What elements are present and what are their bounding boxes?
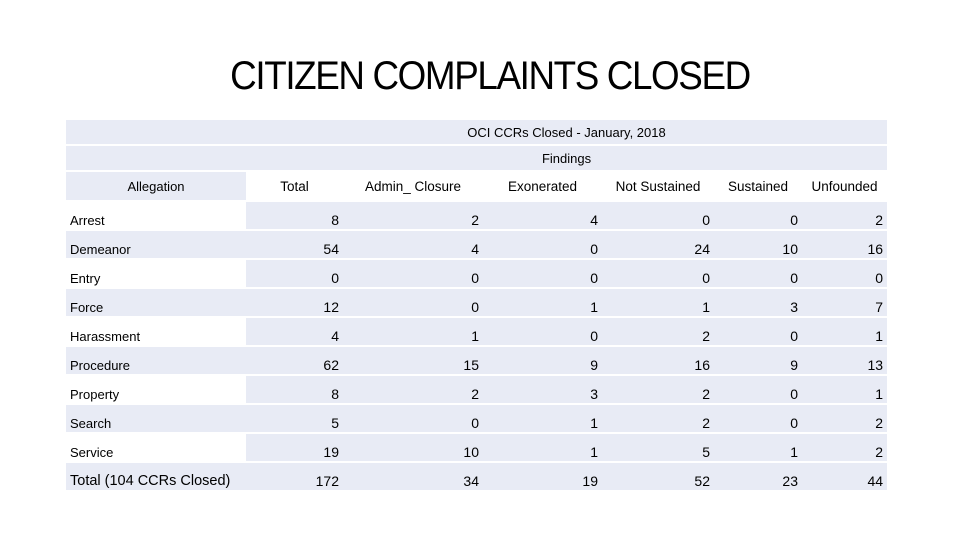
table-row: Harassment 4 1 0 2 0 1 — [66, 318, 888, 345]
table-cell: 15 — [343, 347, 483, 374]
table-caption: OCI CCRs Closed - January, 2018 — [246, 120, 888, 144]
table-cell: 8 — [246, 202, 343, 229]
table-cell: 2 — [602, 405, 714, 432]
table-row: Search 5 0 1 2 0 2 — [66, 405, 888, 432]
table-row: Arrest 8 2 4 0 0 2 — [66, 202, 888, 229]
table-row: Service 19 10 1 5 1 2 — [66, 434, 888, 461]
table-cell: 34 — [343, 463, 483, 490]
table-cell: 0 — [483, 231, 602, 258]
table-cell: 13 — [802, 347, 888, 374]
table-cell: 7 — [802, 289, 888, 316]
allegation-label: Demeanor — [66, 231, 246, 258]
table-cell: 10 — [714, 231, 802, 258]
table-cell: 0 — [343, 289, 483, 316]
column-header: Total — [246, 172, 343, 200]
table-cell: 0 — [343, 405, 483, 432]
table-cell: 2 — [343, 376, 483, 403]
table-cell: 2 — [602, 318, 714, 345]
table-cell: 1 — [602, 289, 714, 316]
table-cell: 9 — [483, 347, 602, 374]
table-cell: 0 — [714, 405, 802, 432]
table-cell: 16 — [802, 231, 888, 258]
table-cell: 0 — [714, 260, 802, 287]
table-cell: 5 — [602, 434, 714, 461]
table-cell: 19 — [483, 463, 602, 490]
table-cell: 4 — [343, 231, 483, 258]
table-cell: 5 — [246, 405, 343, 432]
table-row: Procedure 62 15 9 16 9 13 — [66, 347, 888, 374]
findings-header: Findings — [246, 146, 888, 170]
table-cell: 1 — [714, 434, 802, 461]
allegation-label: Arrest — [66, 202, 246, 229]
column-header: Exonerated — [483, 172, 602, 200]
allegation-label: Harassment — [66, 318, 246, 345]
table-cell: 1 — [483, 289, 602, 316]
table-cell: 12 — [246, 289, 343, 316]
allegation-label: Search — [66, 405, 246, 432]
table-cell: 4 — [246, 318, 343, 345]
table-cell: 0 — [714, 318, 802, 345]
table-cell: 2 — [802, 434, 888, 461]
table-cell: 16 — [602, 347, 714, 374]
table-cell: 0 — [714, 202, 802, 229]
table-cell: 2 — [802, 405, 888, 432]
table-cell: 23 — [714, 463, 802, 490]
table-row: Entry 0 0 0 0 0 0 — [66, 260, 888, 287]
column-header: Not Sustained — [602, 172, 714, 200]
table-cell: 1 — [483, 434, 602, 461]
table-cell: 52 — [602, 463, 714, 490]
table-cell: 0 — [483, 318, 602, 345]
allegation-label: Total (104 CCRs Closed) — [66, 463, 246, 490]
table-row: Demeanor 54 4 0 24 10 16 — [66, 231, 888, 258]
table-cell: 54 — [246, 231, 343, 258]
allegation-header: Allegation — [66, 172, 246, 200]
column-header: Sustained — [714, 172, 802, 200]
allegation-label: Service — [66, 434, 246, 461]
table-cell: 0 — [483, 260, 602, 287]
table-cell: 2 — [343, 202, 483, 229]
table-cell: 3 — [483, 376, 602, 403]
table-cell: 172 — [246, 463, 343, 490]
table-cell: 8 — [246, 376, 343, 403]
allegation-label: Property — [66, 376, 246, 403]
table-cell: 0 — [343, 260, 483, 287]
table-cell: 2 — [602, 376, 714, 403]
table-cell: 62 — [246, 347, 343, 374]
table-cell: 4 — [483, 202, 602, 229]
table-cell: 0 — [714, 376, 802, 403]
table-cell: 1 — [483, 405, 602, 432]
table-cell: 2 — [802, 202, 888, 229]
table-cell: 44 — [802, 463, 888, 490]
allegation-label: Entry — [66, 260, 246, 287]
table-cell: 19 — [246, 434, 343, 461]
table-cell: 1 — [802, 318, 888, 345]
table-cell: 0 — [602, 260, 714, 287]
table-cell: 0 — [802, 260, 888, 287]
table-row: Property 8 2 3 2 0 1 — [66, 376, 888, 403]
allegation-label: Procedure — [66, 347, 246, 374]
table-row: Force 12 0 1 1 3 7 — [66, 289, 888, 316]
table-cell: 3 — [714, 289, 802, 316]
table-cell: 1 — [343, 318, 483, 345]
table-cell: 24 — [602, 231, 714, 258]
table-cell: 9 — [714, 347, 802, 374]
column-header: Admin_ Closure — [343, 172, 483, 200]
table-cell: 1 — [802, 376, 888, 403]
table-cell: 0 — [246, 260, 343, 287]
column-header: Unfounded — [802, 172, 888, 200]
page-title: CITIZEN COMPLAINTS CLOSED — [230, 54, 751, 98]
table-cell: 10 — [343, 434, 483, 461]
allegation-label: Force — [66, 289, 246, 316]
complaints-table: OCI CCRs Closed - January, 2018 Findings… — [66, 118, 888, 492]
table-cell: 0 — [602, 202, 714, 229]
total-row: Total (104 CCRs Closed) 172 34 19 52 23 44 — [66, 463, 888, 490]
